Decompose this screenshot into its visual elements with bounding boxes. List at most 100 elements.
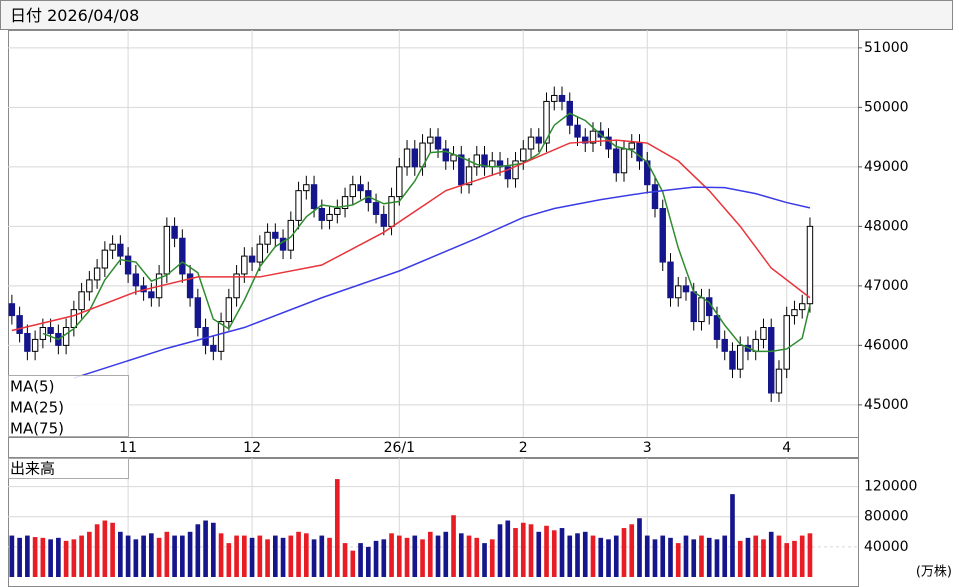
volume-bar bbox=[79, 535, 84, 577]
volume-bar bbox=[660, 535, 666, 577]
candle-body bbox=[411, 148, 419, 168]
volume-bar bbox=[373, 540, 379, 577]
candle-body bbox=[109, 243, 116, 251]
volume-bar bbox=[706, 537, 712, 577]
volume-bar bbox=[118, 531, 123, 577]
price-panel: 45000 46000 47000 48000 49000 50000 51000 11 12 2… bbox=[8, 30, 909, 458]
candle-body bbox=[806, 225, 814, 305]
candle-body bbox=[442, 148, 449, 162]
candle-body bbox=[388, 196, 395, 227]
candle-body bbox=[574, 124, 581, 138]
candle-body bbox=[318, 208, 326, 221]
candle-body bbox=[659, 208, 666, 263]
volume-bar bbox=[272, 535, 278, 577]
volume-bar bbox=[458, 533, 464, 577]
volume-bar bbox=[482, 543, 487, 577]
volume-bar bbox=[536, 531, 542, 577]
volume-bar bbox=[606, 539, 611, 577]
candle-body bbox=[737, 344, 744, 370]
candle-body bbox=[551, 94, 558, 102]
candle-body bbox=[334, 208, 341, 215]
candle-body bbox=[70, 309, 78, 329]
volume-bar bbox=[203, 520, 208, 577]
volume-bar bbox=[551, 530, 557, 577]
candle-body bbox=[535, 136, 542, 144]
volume-bar bbox=[768, 531, 774, 577]
volume-bar bbox=[149, 533, 154, 577]
volume-bar bbox=[17, 537, 22, 577]
volume-bar bbox=[257, 535, 263, 577]
volume-bar bbox=[753, 535, 759, 577]
y-tick-label: 40000 bbox=[864, 539, 909, 555]
x-tick-label: 3 bbox=[643, 440, 652, 456]
candle-body bbox=[675, 285, 682, 299]
volume-title: 出来高 bbox=[10, 460, 55, 478]
volume-bar bbox=[234, 535, 239, 577]
candle-body bbox=[427, 136, 434, 144]
volume-bar bbox=[637, 518, 642, 577]
candle-body bbox=[504, 166, 511, 180]
volume-bar bbox=[94, 524, 100, 577]
volume-bar bbox=[164, 531, 170, 577]
volume-bar bbox=[226, 543, 232, 577]
volume-bar bbox=[172, 535, 177, 577]
candle-body bbox=[326, 213, 333, 221]
volume-bar bbox=[451, 515, 456, 577]
candle-body bbox=[117, 243, 124, 257]
volume-bar bbox=[427, 531, 433, 577]
volume-bar bbox=[699, 535, 704, 577]
candle-body bbox=[78, 291, 85, 311]
y-tick-label: 48000 bbox=[864, 218, 909, 234]
volume-bar bbox=[9, 535, 15, 577]
y-tick-label: 120000 bbox=[864, 479, 917, 495]
y-tick-label: 46000 bbox=[864, 337, 909, 353]
volume-bar bbox=[466, 535, 472, 577]
candle-body bbox=[798, 303, 806, 311]
volume-panel: 40000 80000 120000 出来高 (万株) bbox=[8, 458, 952, 587]
candle-body bbox=[264, 231, 271, 245]
volume-bar bbox=[567, 535, 573, 577]
volume-bar bbox=[629, 524, 635, 577]
volume-bar bbox=[141, 535, 146, 577]
candle-body bbox=[47, 327, 54, 334]
volume-bar bbox=[652, 539, 658, 577]
volume-bar bbox=[133, 539, 139, 577]
candle-body bbox=[225, 297, 233, 323]
volume-bar bbox=[327, 537, 332, 577]
y-tick-label: 49000 bbox=[864, 159, 909, 175]
candle-body bbox=[760, 327, 767, 340]
y-tick-label: 47000 bbox=[864, 278, 909, 294]
x-tick-label: 12 bbox=[243, 440, 261, 456]
volume-bar bbox=[396, 535, 402, 577]
ma-line bbox=[42, 112, 811, 353]
volume-bar bbox=[311, 539, 317, 577]
candle-body bbox=[768, 327, 775, 394]
candle-body bbox=[651, 184, 659, 210]
candle-body bbox=[775, 368, 783, 394]
volume-bar bbox=[613, 535, 619, 577]
volume-bar bbox=[350, 550, 356, 577]
candle-body bbox=[729, 350, 736, 370]
candle-body bbox=[24, 332, 31, 352]
candle-body bbox=[256, 243, 264, 263]
x-tick-label: 4 bbox=[782, 440, 791, 456]
candle-body bbox=[186, 273, 194, 299]
volume-bar bbox=[520, 522, 526, 577]
candle-body bbox=[558, 94, 566, 102]
candle-body bbox=[349, 184, 357, 198]
volume-bar bbox=[218, 533, 224, 577]
candle-body bbox=[93, 267, 101, 281]
volume-bar bbox=[730, 494, 735, 577]
volume-bar bbox=[668, 537, 673, 577]
candle-body bbox=[783, 315, 790, 370]
volume-bar bbox=[621, 528, 627, 577]
candle-body bbox=[527, 136, 535, 150]
volume-bar bbox=[110, 522, 115, 577]
volume-bar bbox=[381, 539, 387, 577]
volume-title-box bbox=[8, 458, 129, 479]
volume-bar bbox=[404, 537, 410, 577]
volume-bar bbox=[334, 479, 340, 577]
volume-bar bbox=[598, 537, 604, 577]
x-tick-label: 26/1 bbox=[384, 440, 415, 456]
volume-bar bbox=[303, 533, 309, 577]
